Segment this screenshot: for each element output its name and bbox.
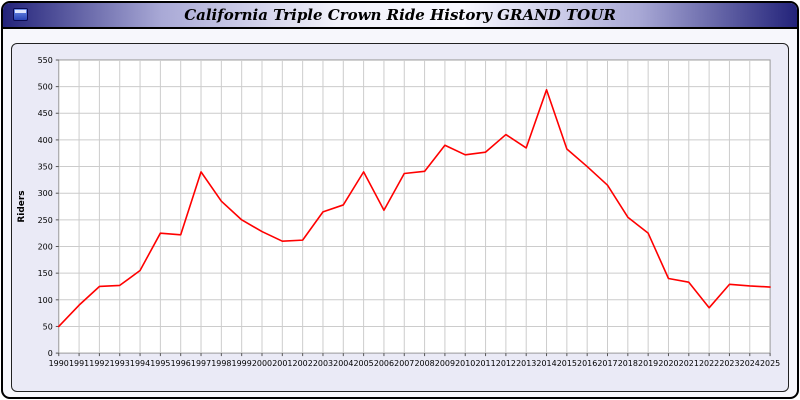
x-tick-label: 2000 bbox=[252, 359, 272, 368]
x-tick-label: 1997 bbox=[191, 359, 211, 368]
y-tick-label: 500 bbox=[38, 83, 53, 92]
y-tick-label: 550 bbox=[38, 56, 53, 65]
y-tick-label: 250 bbox=[38, 216, 53, 225]
x-tick-label: 2016 bbox=[577, 359, 597, 368]
x-tick-label: 1992 bbox=[89, 359, 109, 368]
x-tick-label: 1996 bbox=[171, 359, 191, 368]
x-tick-label: 2024 bbox=[740, 359, 760, 368]
x-tick-label: 1993 bbox=[110, 359, 130, 368]
x-tick-label: 2009 bbox=[435, 359, 455, 368]
x-tick-label: 2002 bbox=[293, 359, 313, 368]
x-tick-label: 2008 bbox=[414, 359, 434, 368]
y-tick-label: 450 bbox=[38, 109, 53, 118]
window-icon bbox=[13, 8, 28, 21]
y-tick-label: 400 bbox=[38, 136, 53, 145]
y-tick-label: 150 bbox=[38, 269, 53, 278]
y-axis-label: Riders bbox=[17, 190, 27, 222]
x-tick-label: 2004 bbox=[333, 359, 353, 368]
x-tick-label: 2025 bbox=[760, 359, 780, 368]
x-tick-label: 2003 bbox=[313, 359, 333, 368]
x-tick-label: 2006 bbox=[374, 359, 394, 368]
plot-area bbox=[58, 59, 771, 354]
x-tick-label: 2021 bbox=[679, 359, 699, 368]
x-tick-label: 2018 bbox=[618, 359, 638, 368]
y-tick-label: 300 bbox=[38, 189, 53, 198]
window-titlebar[interactable]: California Triple Crown Ride History GRA… bbox=[3, 3, 797, 29]
x-tick-label: 2005 bbox=[354, 359, 374, 368]
chart-panel: 0 50 100 150 200 250 300 350 400 450 500 550 1990 199… bbox=[11, 43, 789, 392]
x-tick-label: 2014 bbox=[536, 359, 556, 368]
x-tick-label: 2001 bbox=[272, 359, 292, 368]
x-tick-label: 2012 bbox=[496, 359, 516, 368]
x-tick-label: 1990 bbox=[49, 359, 69, 368]
y-tick-label: 200 bbox=[38, 242, 53, 251]
x-tick-label: 2011 bbox=[475, 359, 495, 368]
x-tick-label: 2019 bbox=[638, 359, 658, 368]
x-tick-label: 2022 bbox=[699, 359, 719, 368]
x-tick-label: 1994 bbox=[130, 359, 150, 368]
x-tick-label: 2013 bbox=[516, 359, 536, 368]
x-tick-label: 2020 bbox=[658, 359, 678, 368]
window-title: California Triple Crown Ride History GRA… bbox=[184, 6, 616, 24]
x-tick-label: 2015 bbox=[557, 359, 577, 368]
x-tick-label: 2010 bbox=[455, 359, 475, 368]
y-tick-label: 0 bbox=[48, 349, 53, 358]
y-tick-label: 350 bbox=[38, 163, 53, 172]
x-tick-label: 2007 bbox=[394, 359, 414, 368]
x-tick-label: 1991 bbox=[69, 359, 89, 368]
x-tick-label: 1998 bbox=[211, 359, 231, 368]
x-tick-label: 2023 bbox=[719, 359, 739, 368]
y-tick-label: 100 bbox=[38, 296, 53, 305]
y-tick-label: 50 bbox=[43, 322, 53, 331]
riders-series-line bbox=[57, 89, 771, 328]
x-tick-label: 1999 bbox=[232, 359, 252, 368]
x-tick-label: 1995 bbox=[150, 359, 170, 368]
x-tick-label: 2017 bbox=[597, 359, 617, 368]
